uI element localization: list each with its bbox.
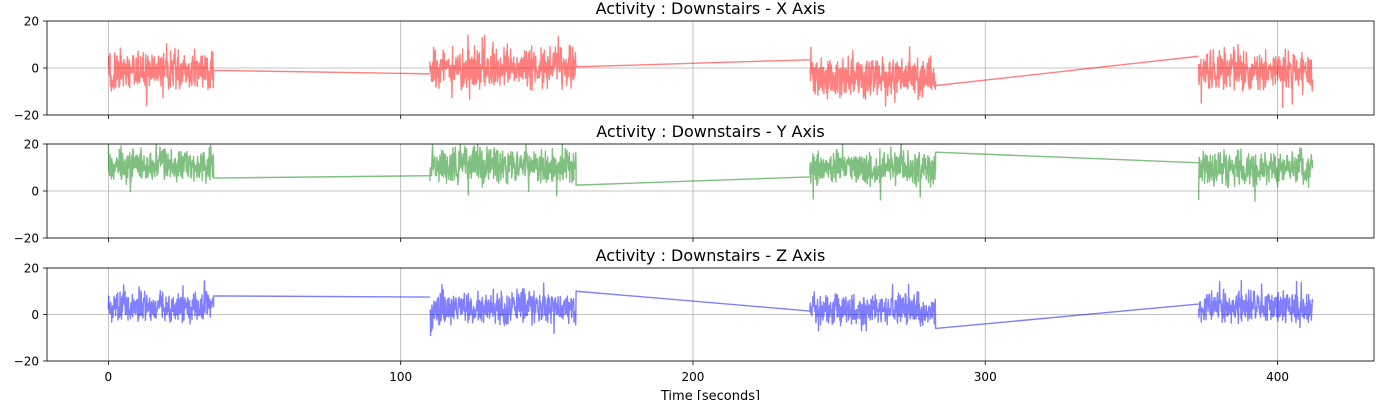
x-tick-label: 300 (974, 370, 997, 384)
subplot-title: Activity : Downstairs - Y Axis (596, 122, 825, 141)
x-tick-label: 100 (389, 370, 412, 384)
y-tick-label: −20 (14, 232, 39, 246)
series-line (107, 34, 1314, 109)
x-tick-label: 400 (1266, 370, 1289, 384)
x-tick-label: 200 (682, 370, 705, 384)
subplot-2: −20 0 20 Activity : Downstairs - Y Axis (14, 122, 1375, 246)
y-tick-label: 20 (24, 138, 39, 152)
y-tick-label: 0 (31, 185, 39, 199)
x-axis-label: Time [seconds] (660, 389, 760, 400)
y-tick-label: 0 (31, 62, 39, 76)
y-tick-label: 20 (24, 262, 39, 276)
series-line (107, 279, 1314, 337)
y-tick-label: 20 (24, 15, 39, 29)
subplot-title: Activity : Downstairs - X Axis (596, 0, 826, 18)
y-tick-label: −20 (14, 355, 39, 369)
subplot-1: −20 0 20 Activity : Downstairs - X Axis (14, 0, 1375, 123)
x-tick-label: 0 (105, 370, 113, 384)
subplot-title: Activity : Downstairs - Z Axis (596, 246, 826, 265)
y-tick-label: −20 (14, 109, 39, 123)
y-tick-label: 0 (31, 308, 39, 322)
series-line (107, 144, 1314, 202)
